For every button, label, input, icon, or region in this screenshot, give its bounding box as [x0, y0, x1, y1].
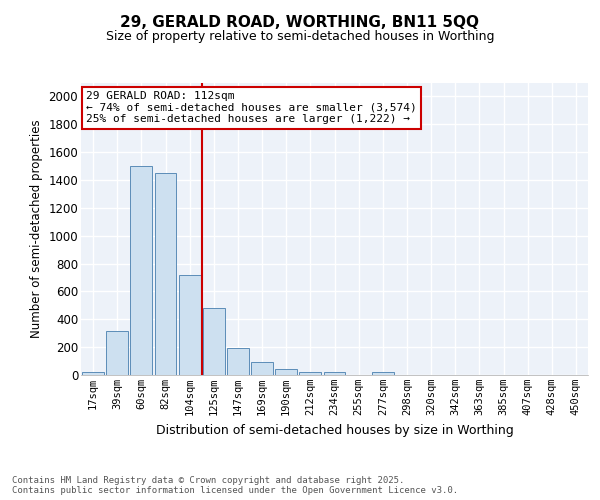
X-axis label: Distribution of semi-detached houses by size in Worthing: Distribution of semi-detached houses by … [155, 424, 514, 436]
Bar [203, 308, 224, 375]
Y-axis label: Number of semi-detached properties: Number of semi-detached properties [30, 120, 43, 338]
Bar [323, 372, 346, 375]
Bar [299, 372, 321, 375]
Bar [275, 368, 297, 375]
Text: Size of property relative to semi-detached houses in Worthing: Size of property relative to semi-detach… [106, 30, 494, 43]
Bar [155, 173, 176, 375]
Bar [106, 331, 128, 375]
Bar [179, 274, 200, 375]
Bar [82, 372, 104, 375]
Bar [372, 372, 394, 375]
Bar [227, 348, 249, 375]
Text: 29 GERALD ROAD: 112sqm
← 74% of semi-detached houses are smaller (3,574)
25% of : 29 GERALD ROAD: 112sqm ← 74% of semi-det… [86, 92, 417, 124]
Text: Contains HM Land Registry data © Crown copyright and database right 2025.
Contai: Contains HM Land Registry data © Crown c… [12, 476, 458, 495]
Bar [130, 166, 152, 375]
Text: 29, GERALD ROAD, WORTHING, BN11 5QQ: 29, GERALD ROAD, WORTHING, BN11 5QQ [121, 15, 479, 30]
Bar [251, 362, 273, 375]
